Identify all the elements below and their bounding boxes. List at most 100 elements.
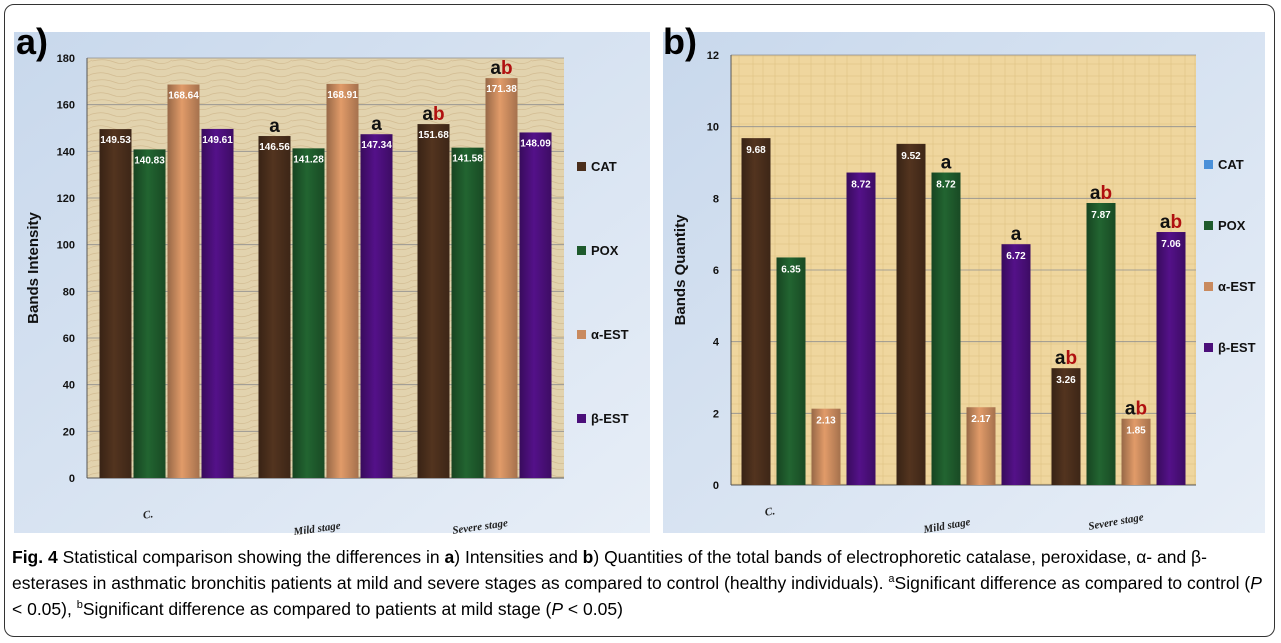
bar-POX-Severe stage [451, 147, 484, 478]
data-label: 6.72 [1006, 251, 1026, 262]
bar-CAT-Severe stage [1051, 368, 1081, 485]
x-tick-label: C. [764, 505, 776, 519]
panel-a: 0 20 40 60 80 100 120 140 160 180 Bands Intensity 1… [12, 24, 652, 535]
bar-α-EST-C. [167, 84, 200, 479]
legend-label: β-EST [591, 411, 629, 426]
data-label: 147.34 [361, 140, 392, 151]
bar-α-EST-Severe stage [485, 78, 518, 478]
legend-label: CAT [591, 159, 617, 174]
data-label: 1.85 [1126, 426, 1146, 437]
y-tick-label: 60 [63, 333, 75, 345]
data-label: 7.87 [1091, 210, 1111, 221]
bar-β-EST-C. [201, 128, 234, 478]
caption-ref-b: b [582, 547, 594, 567]
significance-mark: a [371, 114, 382, 135]
significance-mark: a [1011, 224, 1022, 245]
caption-text-3: ) Quantities of the total bands of elect… [12, 547, 1207, 593]
legend-label: CAT [1218, 157, 1244, 172]
legend-label: α-EST [591, 327, 629, 342]
bar-CAT-C. [741, 138, 771, 485]
bar-β-EST-Severe stage [519, 132, 552, 478]
bar-CAT-Mild stage [896, 143, 926, 485]
legend-swatch [577, 330, 586, 339]
data-label: 168.91 [327, 90, 358, 101]
legend-swatch [1204, 282, 1213, 291]
significance-mark: a [269, 116, 280, 137]
data-label: 2.17 [971, 414, 991, 425]
data-label: 7.06 [1161, 239, 1181, 250]
legend-label: β-EST [1218, 340, 1256, 355]
bar-β-EST-Mild stage [1001, 244, 1031, 485]
bar-α-EST-C. [811, 408, 841, 485]
figure-frame [4, 4, 1275, 637]
y-tick-label: 6 [713, 265, 719, 277]
legend-label: α-EST [1218, 279, 1256, 294]
bar-β-EST-Mild stage [360, 134, 393, 478]
caption-sup-b: b [76, 599, 83, 612]
panel-a-label: a) [16, 21, 49, 62]
data-label: 149.53 [100, 135, 131, 146]
data-label: 148.09 [520, 138, 551, 149]
bar-POX-Mild stage [292, 148, 325, 478]
caption-p-1: P [1250, 573, 1262, 593]
chart-a-svg: 0 20 40 60 80 100 120 140 160 180 Bands Intensity 1… [12, 30, 652, 535]
legend-swatch [577, 246, 586, 255]
data-label: 140.83 [134, 155, 165, 166]
caption-p-2: P [551, 599, 564, 619]
y-tick-label: 180 [57, 53, 75, 65]
significance-mark: a [941, 153, 952, 174]
caption-text-7: < 0.05) [563, 599, 623, 619]
plot-area [87, 58, 564, 478]
significance-mark: ab [490, 58, 512, 79]
y-tick-label: 12 [707, 50, 719, 62]
y-tick-label: 0 [69, 473, 75, 485]
bar-POX-Mild stage [931, 172, 961, 486]
data-label: 8.72 [936, 180, 956, 191]
legend-swatch [1204, 343, 1213, 352]
data-label: 168.64 [168, 91, 199, 102]
y-tick-label: 80 [63, 286, 75, 298]
significance-mark: ab [422, 104, 444, 125]
x-tick-label: C. [142, 508, 154, 521]
chart-b-svg: 0 2 4 6 8 10 12 Bands Quantity 9.68 6.35 2.13 8.72 C… [661, 30, 1267, 535]
caption-fig-label: Fig. 4 [12, 547, 58, 567]
significance-mark: ab [1160, 212, 1182, 233]
y-tick-label: 140 [57, 146, 75, 158]
y-tick-label: 8 [713, 193, 719, 205]
bar-α-EST-Mild stage [326, 83, 359, 479]
y-tick-label: 20 [63, 426, 75, 438]
bar-POX-C. [133, 149, 166, 478]
data-label: 3.26 [1056, 375, 1076, 386]
bar-CAT-Severe stage [417, 124, 450, 478]
caption-sup-a: a [888, 573, 895, 586]
legend-label: POX [1218, 218, 1246, 233]
y-tick-label: 40 [63, 380, 75, 392]
data-label: 149.61 [202, 135, 233, 146]
bar-β-EST-Severe stage [1156, 232, 1186, 485]
caption-ref-a: a [444, 547, 455, 567]
legend-swatch [1204, 221, 1213, 230]
data-label: 9.68 [746, 145, 766, 156]
y-tick-label: 100 [57, 240, 75, 252]
panel-b: 0 2 4 6 8 10 12 Bands Quantity 9.68 6.35 2.13 8.72 C… [661, 24, 1267, 535]
figure-caption: Fig. 4 Statistical comparison showing th… [12, 544, 1267, 622]
bar-α-EST-Severe stage [1121, 418, 1151, 485]
caption-text-2: ) Intensities and [454, 547, 583, 567]
legend-swatch [577, 414, 586, 423]
bar-POX-C. [776, 257, 806, 485]
data-label: 8.72 [851, 180, 871, 191]
caption-text-5: < 0.05), [12, 599, 77, 619]
y-tick-label: 160 [57, 100, 75, 112]
bar-α-EST-Mild stage [966, 407, 996, 485]
significance-mark: ab [1125, 399, 1147, 420]
significance-mark: ab [1090, 183, 1112, 204]
y-tick-label: 2 [713, 408, 719, 420]
caption-text-6: Significant difference as compared to pa… [82, 599, 552, 619]
bar-β-EST-C. [846, 172, 876, 486]
data-label: 171.38 [486, 84, 517, 95]
y-tick-label: 4 [713, 337, 720, 349]
panel-b-label: b) [663, 21, 697, 62]
legend-swatch [1204, 160, 1213, 169]
y-axis-label: Bands Quantity [672, 214, 689, 326]
bar-POX-Severe stage [1086, 202, 1116, 485]
